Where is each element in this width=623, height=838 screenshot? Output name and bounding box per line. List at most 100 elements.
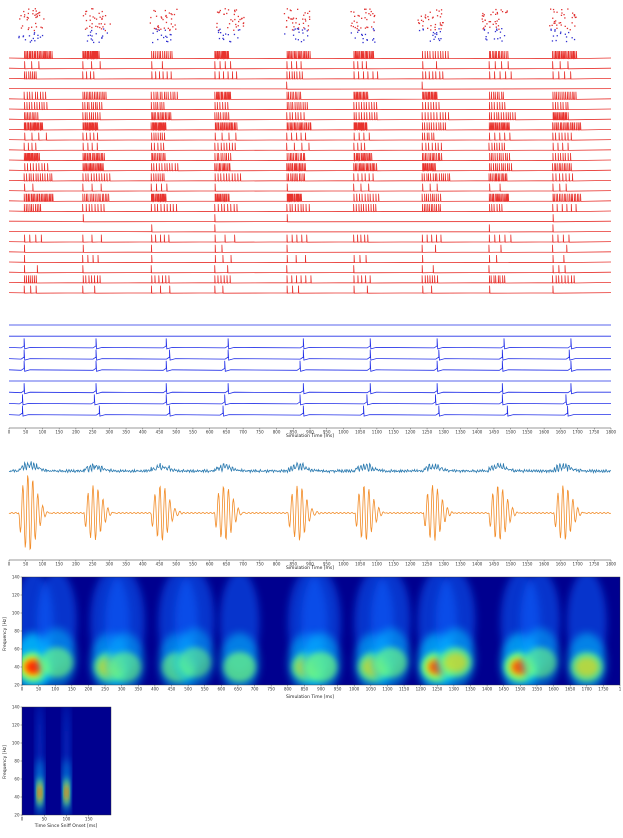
- neuron-dot-inhibitory: [501, 40, 503, 42]
- neuron-dot-inhibitory: [292, 34, 295, 36]
- neuron-dot-excitatory: [172, 26, 174, 28]
- neuron-dot-inhibitory: [439, 31, 441, 33]
- x-tick-label: 1700: [572, 430, 583, 435]
- neuron-dot-inhibitory: [160, 34, 163, 36]
- x-axis-label-traces: Simulation Time [ms]: [286, 433, 334, 439]
- neuron-dot-inhibitory: [357, 31, 359, 33]
- x-tick-label: 150: [55, 562, 63, 567]
- y-tick-label: 100: [12, 610, 20, 615]
- neuron-dot-excitatory: [290, 18, 292, 20]
- neuron-dot-excitatory: [23, 10, 25, 13]
- neuron-dot-excitatory: [484, 19, 486, 21]
- neuron-dot-inhibitory: [37, 37, 39, 39]
- neuron-dot-excitatory: [361, 17, 363, 19]
- neuron-dot-excitatory: [20, 27, 23, 29]
- x-tick-label: 100: [39, 562, 47, 567]
- x-tick-label: 650: [223, 430, 231, 435]
- neuron-dot-excitatory: [38, 14, 41, 17]
- neuron-dot-inhibitory: [306, 30, 308, 32]
- neuron-dot-excitatory: [102, 26, 104, 28]
- neuron-dot-excitatory: [552, 8, 555, 11]
- neuron-dot-excitatory: [352, 25, 354, 28]
- x-tick-label: 1200: [405, 430, 416, 435]
- neuron-dot-inhibitory: [550, 29, 552, 31]
- neuron-dot-excitatory: [434, 29, 436, 31]
- neuron-dot-inhibitory: [167, 41, 169, 43]
- neuron-dot-inhibitory: [436, 33, 438, 36]
- neuron-dot-inhibitory: [219, 28, 221, 30]
- neuron-dot-excitatory: [167, 27, 169, 29]
- neuron-dot-inhibitory: [155, 28, 157, 30]
- x-tick-label: 200: [72, 430, 80, 435]
- x-tick-label: 350: [134, 687, 142, 692]
- neuron-dot-excitatory: [358, 15, 360, 17]
- neuron-dot-excitatory: [36, 15, 38, 17]
- neuron-dot-excitatory: [157, 26, 159, 28]
- excitatory-trace-18: [8, 224, 612, 233]
- y-tick-label: 60: [14, 646, 20, 651]
- neuron-dot-excitatory: [354, 26, 356, 29]
- x-tick-label: 700: [239, 430, 247, 435]
- neuron-dot-excitatory: [235, 23, 237, 26]
- neuron-dot-excitatory: [168, 12, 170, 14]
- neuron-dot-excitatory: [488, 21, 490, 23]
- neuron-dot-inhibitory: [33, 33, 35, 35]
- y-tick-label: 40: [14, 794, 20, 799]
- neuron-dot-inhibitory: [220, 32, 222, 34]
- neuron-dot-excitatory: [567, 8, 569, 10]
- y-tick-label: 20: [14, 682, 20, 687]
- neuron-dot-inhibitory: [93, 41, 95, 44]
- neuron-dot-excitatory: [428, 18, 430, 21]
- neuron-dot-excitatory: [357, 14, 359, 17]
- x-tick-label: 1150: [399, 687, 410, 692]
- neuron-dot-excitatory: [101, 18, 103, 20]
- neuron-dot-inhibitory: [433, 38, 435, 40]
- x-tick-label: 1: [619, 687, 622, 692]
- x-tick-label: 1050: [355, 562, 366, 567]
- neuron-dot-inhibitory: [302, 32, 304, 34]
- neuron-dot-inhibitory: [358, 29, 360, 31]
- neuron-dot-excitatory: [551, 24, 553, 26]
- neuron-dot-excitatory: [233, 29, 235, 31]
- x-tick-label: 1650: [556, 562, 567, 567]
- neuron-dot-excitatory: [173, 13, 176, 16]
- neuron-dot-excitatory: [569, 29, 571, 31]
- x-tick-label: 600: [206, 562, 214, 567]
- neuron-dot-excitatory: [174, 24, 176, 26]
- y-tick-label: 140: [12, 574, 20, 579]
- neuron-dot-excitatory: [286, 8, 288, 10]
- neuron-dot-excitatory: [309, 18, 311, 20]
- excitatory-trace-15: [8, 193, 612, 203]
- x-axis-traces: 0 50 100 150 200 250 300 350 400 450 500 550 600 650 7…: [8, 427, 617, 435]
- neuron-dot-inhibitory: [101, 37, 103, 39]
- x-tick-label: 300: [106, 562, 114, 567]
- neuron-dot-inhibitory: [301, 29, 304, 31]
- x-axis-lfp: 0 50 100 150 200 250 300 350 400 450 500 550 600 650 7…: [8, 559, 617, 567]
- neuron-dot-inhibitory: [499, 37, 501, 39]
- excitatory-trace-19: [8, 234, 612, 243]
- neuron-dot-excitatory: [104, 29, 106, 32]
- x-tick-label: 1100: [372, 430, 383, 435]
- neuron-dot-inhibitory: [554, 29, 556, 31]
- neuron-dot-excitatory: [162, 18, 164, 21]
- neuron-dot-inhibitory: [170, 39, 172, 41]
- neuron-dot-excitatory: [422, 20, 424, 23]
- neuron-dot-inhibitory: [24, 39, 27, 41]
- neuron-dot-excitatory: [303, 14, 305, 16]
- x-tick-label: 1300: [449, 687, 460, 692]
- excitatory-trace-5: [8, 91, 612, 101]
- neuron-dot-excitatory: [483, 27, 485, 29]
- neuron-dot-excitatory: [439, 22, 441, 24]
- sniff-average-spectrogram: 20 40 60 80 100 120 140 0 50 100 150: [12, 704, 112, 822]
- x-tick-label: 1600: [539, 430, 550, 435]
- neuron-dot-inhibitory: [555, 39, 557, 42]
- x-tick-label: 1500: [506, 562, 517, 567]
- neuron-dot-inhibitory: [169, 33, 171, 36]
- neuron-dot-excitatory: [304, 18, 306, 20]
- neuron-dot-excitatory: [235, 9, 238, 11]
- neuron-dot-excitatory: [371, 26, 373, 28]
- x-tick-label: 550: [201, 687, 209, 692]
- neuron-dot-excitatory: [157, 29, 159, 31]
- x-tick-label: 650: [223, 562, 231, 567]
- neuron-dot-inhibitory: [486, 39, 488, 41]
